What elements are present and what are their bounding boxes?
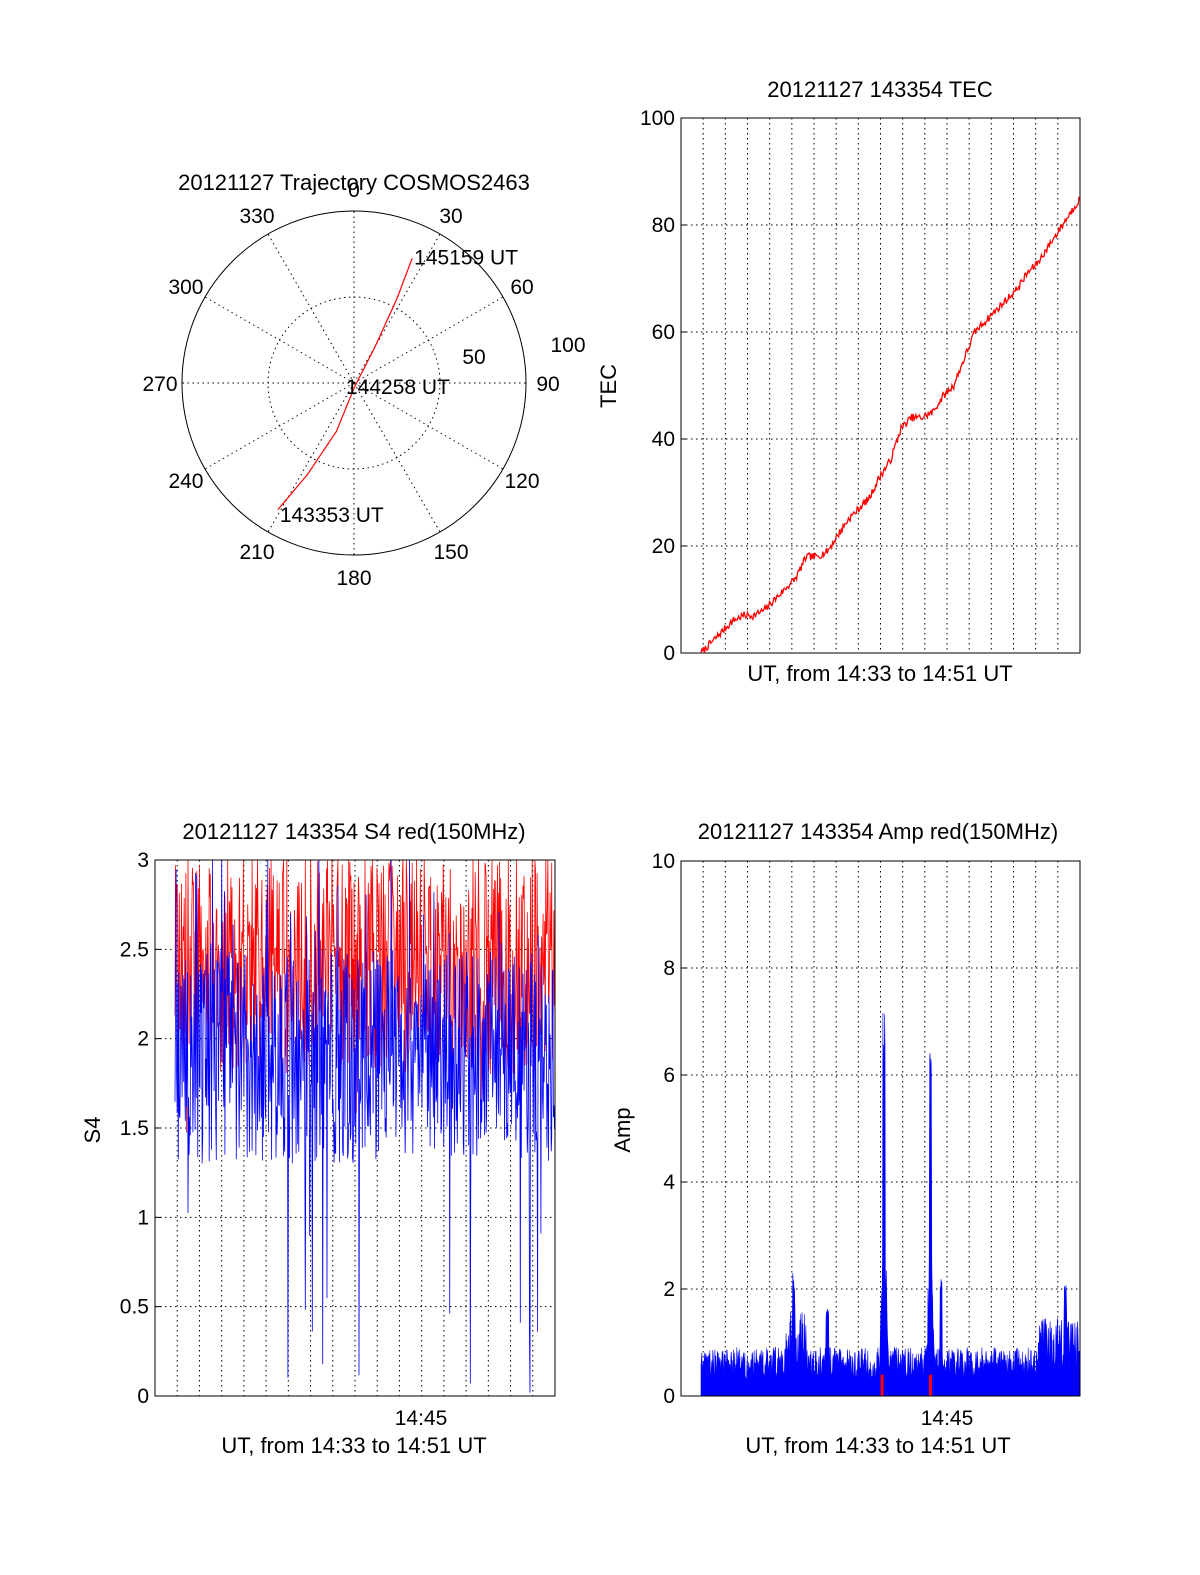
s4-series <box>174 859 556 1393</box>
azimuth-label-240: 240 <box>168 470 203 493</box>
s4-y-tick-0.5: 0.5 <box>120 1296 149 1319</box>
s4-panel: 20121127 143354 S4 red(150MHz) 0 0.5 1 1.5 2… <box>80 819 556 1458</box>
tec-y-tick-60: 60 <box>652 321 675 344</box>
s4-grid <box>155 860 555 1396</box>
polar-spoke-240 <box>204 382 355 470</box>
amp-series <box>700 1012 1081 1397</box>
track-label-3: 144258 UT <box>346 376 450 399</box>
amp-y-tick-0: 0 <box>663 1385 675 1408</box>
trajectory-panel: 20121127 Trajectory COSMOS2463 0 30 60 90 12… <box>142 170 585 590</box>
tec-y-tick-80: 80 <box>652 214 675 237</box>
azimuth-label-0: 0 <box>348 179 360 202</box>
amp-y-tick-10: 10 <box>652 850 675 873</box>
s4-y-ticks: 0 0.5 1 1.5 2 2.5 3 <box>120 849 161 1408</box>
polar-spoke-300 <box>204 296 355 384</box>
tec-x-axis-label: UT, from 14:33 to 14:51 UT <box>747 661 1012 686</box>
azimuth-label-60: 60 <box>510 276 533 299</box>
amp-y-ticks: 0 2 4 6 8 10 <box>652 850 687 1408</box>
tec-y-tick-20: 20 <box>652 535 675 558</box>
track-label-0: 143353 UT <box>280 504 384 527</box>
azimuth-label-120: 120 <box>504 470 539 493</box>
amp-y-tick-2: 2 <box>663 1278 675 1301</box>
tec-plot-frame <box>680 117 1081 654</box>
amp-y-tick-8: 8 <box>663 957 675 980</box>
amp-plot-frame <box>680 860 1081 1397</box>
azimuth-label-210: 210 <box>239 541 274 564</box>
azimuth-label-300: 300 <box>168 276 203 299</box>
s4-y-tick-2.5: 2.5 <box>120 938 149 961</box>
amp-y-tick-6: 6 <box>663 1064 675 1087</box>
tec-y-tick-0: 0 <box>663 642 675 665</box>
track-label-6: 145159 UT <box>414 246 518 269</box>
s4-title: 20121127 143354 S4 red(150MHz) <box>182 819 525 844</box>
polar-spoke-150 <box>353 382 441 533</box>
polar-outer-circle <box>181 210 527 556</box>
azimuth-label-270: 270 <box>142 373 177 396</box>
polar-grid <box>182 211 526 555</box>
tec-panel: 20121127 143354 TEC 0 20 40 60 80 100 UT, fro… <box>596 77 1081 686</box>
polar-spoke-330 <box>267 233 355 384</box>
polar-spoke-120 <box>353 382 504 470</box>
amp-red-bar-0 <box>880 1374 884 1396</box>
satellite-track <box>277 258 413 511</box>
s4-x-axis-label: UT, from 14:33 to 14:51 UT <box>221 1433 486 1458</box>
s4-y-axis-label: S4 <box>80 1117 105 1144</box>
trajectory-title: 20121127 Trajectory COSMOS2463 <box>178 170 530 195</box>
s4-x-tick-14-45: 14:45 <box>395 1407 448 1430</box>
azimuth-label-330: 330 <box>239 205 274 228</box>
amp-grid <box>681 861 1080 1396</box>
azimuth-label-30: 30 <box>439 205 462 228</box>
azimuth-label-180: 180 <box>336 567 371 590</box>
s4-y-tick-1: 1 <box>137 1206 149 1229</box>
s4-y-tick-0: 0 <box>137 1385 149 1408</box>
amp-red-bar-1 <box>929 1374 932 1396</box>
tec-grid <box>681 118 1080 653</box>
track-time-labels: 143353 UT 144258 UT 145159 UT <box>280 246 518 527</box>
amp-panel: 20121127 143354 Amp red(150MHz) 0246810 … <box>610 819 1081 1458</box>
radial-label-100: 100 <box>550 334 585 357</box>
amp-title: 20121127 143354 Amp red(150MHz) <box>698 819 1058 844</box>
tec-series-line <box>700 196 1080 654</box>
s4-y-tick-1.5: 1.5 <box>120 1117 149 1140</box>
amp-x-axis-label: UT, from 14:33 to 14:51 UT <box>745 1433 1010 1458</box>
azimuth-labels: 0 30 60 90 120 150 180 210 240 270 300 330 <box>142 179 559 590</box>
s4-y-tick-2: 2 <box>137 1028 149 1051</box>
tec-y-tick-100: 100 <box>640 107 675 130</box>
radial-label-50: 50 <box>462 346 485 369</box>
polar-spoke-60 <box>353 296 504 384</box>
tec-title: 20121127 143354 TEC <box>767 77 993 102</box>
azimuth-label-150: 150 <box>433 541 468 564</box>
s4-series-line-1 <box>174 859 556 1393</box>
tec-y-tick-40: 40 <box>652 428 675 451</box>
polar-spoke-210 <box>267 382 355 533</box>
amp-series-blue <box>700 1012 1081 1397</box>
amp-y-axis-label: Amp <box>610 1107 635 1152</box>
s4-y-tick-3: 3 <box>137 849 149 872</box>
azimuth-label-90: 90 <box>536 373 559 396</box>
polar-spoke-30 <box>353 233 441 384</box>
tec-y-ticks: 0 20 40 60 80 100 <box>640 107 687 665</box>
amp-y-tick-4: 4 <box>663 1171 675 1194</box>
amp-x-tick-14-45: 14:45 <box>921 1407 974 1430</box>
tec-y-axis-label: TEC <box>596 364 621 408</box>
